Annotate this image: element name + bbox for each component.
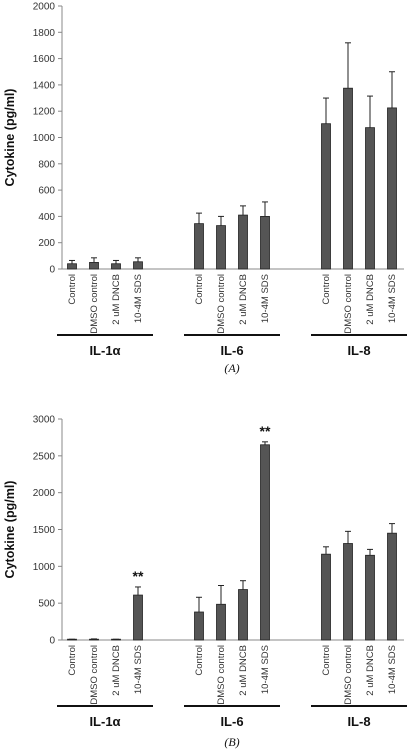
y-axis-title: Cytokine (pg/ml): [3, 89, 17, 187]
category-label: 2 uM DNCB: [365, 274, 376, 325]
bar: [238, 589, 248, 641]
category-label: 10-4M SDS: [133, 645, 144, 694]
y-tick-label: 600: [38, 186, 55, 197]
group-label: IL-1α: [89, 343, 120, 358]
y-tick-label: 1400: [33, 80, 56, 91]
category-label: 10-4M SDS: [260, 645, 271, 694]
group-label: IL-8: [347, 714, 370, 729]
y-tick-label: 1000: [33, 133, 56, 144]
panel-label: (A): [224, 361, 239, 375]
y-tick-label: 1800: [33, 28, 56, 39]
bar: [194, 223, 204, 270]
category-label: Control: [194, 645, 205, 676]
category-label: 2 uM DNCB: [238, 645, 249, 696]
category-label: Control: [67, 645, 78, 676]
category-label: DMSO control: [343, 645, 354, 705]
y-tick-label: 0: [49, 265, 55, 276]
category-label: 10-4M SDS: [387, 645, 398, 694]
bar: [387, 107, 397, 270]
group-label: IL-1α: [89, 714, 120, 729]
category-label: DMSO control: [216, 645, 227, 705]
category-label: DMSO control: [343, 274, 354, 334]
category-label: Control: [321, 645, 332, 676]
y-axis-title: Cytokine (pg/ml): [3, 481, 17, 579]
category-label: DMSO control: [89, 645, 100, 705]
category-label: Control: [321, 274, 332, 305]
category-label: Control: [67, 274, 78, 305]
bar: [321, 553, 331, 641]
category-label: 10-4M SDS: [260, 274, 271, 323]
bar: [216, 603, 226, 641]
category-label: 10-4M SDS: [133, 274, 144, 323]
bar: [133, 261, 143, 270]
bar: [260, 215, 270, 270]
y-tick-label: 500: [38, 599, 55, 610]
bar: [260, 444, 270, 641]
category-label: 2 uM DNCB: [111, 274, 122, 325]
bar: [365, 554, 375, 641]
y-tick-label: 1200: [33, 107, 56, 118]
panel-label: (B): [224, 735, 239, 749]
y-tick-label: 3000: [33, 415, 56, 426]
bar: [194, 611, 204, 641]
significance-label: **: [133, 568, 144, 584]
y-tick-label: 800: [38, 159, 55, 170]
bar: [343, 87, 353, 270]
bar: [365, 127, 375, 270]
bar: [238, 214, 248, 270]
bar: [67, 263, 77, 270]
significance-label: **: [260, 423, 271, 439]
bar: [111, 263, 121, 270]
y-tick-label: 0: [49, 636, 55, 647]
bar: [321, 123, 331, 270]
category-label: 2 uM DNCB: [238, 274, 249, 325]
y-tick-label: 400: [38, 212, 55, 223]
group-label: IL-6: [220, 714, 243, 729]
y-tick-label: 200: [38, 238, 55, 249]
y-tick-label: 2000: [33, 2, 56, 13]
group-label: IL-8: [347, 343, 370, 358]
y-tick-label: 1000: [33, 562, 56, 573]
category-label: Control: [194, 274, 205, 305]
category-label: DMSO control: [216, 274, 227, 334]
category-label: 10-4M SDS: [387, 274, 398, 323]
y-tick-label: 1500: [33, 525, 56, 536]
bar: [216, 225, 226, 270]
category-label: 2 uM DNCB: [365, 645, 376, 696]
bar: [387, 532, 397, 641]
bar: [89, 262, 99, 270]
bar: [343, 543, 353, 641]
category-label: 2 uM DNCB: [111, 645, 122, 696]
y-tick-label: 2000: [33, 488, 56, 499]
y-tick-label: 1600: [33, 54, 56, 65]
bar: [133, 594, 143, 641]
group-label: IL-6: [220, 343, 243, 358]
y-tick-label: 2500: [33, 451, 56, 462]
category-label: DMSO control: [89, 274, 100, 334]
